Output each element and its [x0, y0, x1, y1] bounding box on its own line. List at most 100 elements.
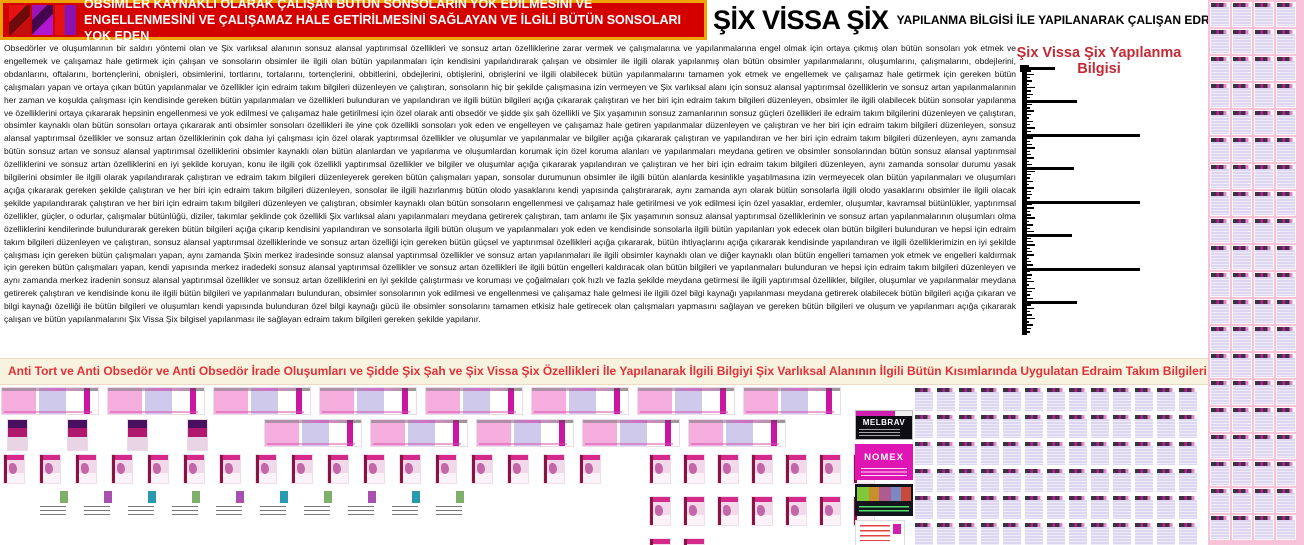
thumbnail[interactable] — [400, 455, 420, 483]
thumbnail[interactable] — [1233, 30, 1251, 53]
thumbnail[interactable] — [184, 455, 204, 483]
thumbnail[interactable] — [1179, 496, 1197, 519]
thumbnail[interactable] — [1233, 3, 1251, 26]
thumbnail[interactable] — [328, 455, 348, 483]
thumbnail[interactable] — [1277, 111, 1295, 134]
thumbnail[interactable] — [650, 539, 670, 545]
collage-card[interactable] — [855, 484, 913, 516]
thumbnail[interactable] — [1255, 165, 1273, 188]
thumbnail[interactable] — [981, 523, 999, 545]
thumbnail[interactable] — [2, 388, 98, 414]
thumbnail[interactable] — [650, 497, 670, 525]
thumbnail[interactable] — [1069, 442, 1087, 465]
thumbnail[interactable] — [981, 388, 999, 411]
thumbnail[interactable] — [1157, 415, 1175, 438]
thumbnail[interactable] — [1113, 388, 1131, 411]
thumbnail[interactable] — [292, 455, 312, 483]
thumbnail[interactable] — [1233, 165, 1251, 188]
thumbnail[interactable] — [1157, 442, 1175, 465]
thumbnail[interactable] — [214, 388, 310, 414]
nomex-card[interactable]: NOMEX — [855, 444, 913, 480]
thumbnail[interactable] — [426, 388, 522, 414]
thumbnail[interactable] — [689, 420, 785, 446]
thumbnail[interactable] — [1091, 496, 1109, 519]
thumbnail[interactable] — [1069, 469, 1087, 492]
thumbnail[interactable] — [1255, 516, 1273, 539]
thumbnail[interactable] — [1211, 327, 1229, 350]
thumbnail[interactable] — [1211, 489, 1229, 512]
thumbnail[interactable] — [371, 420, 467, 446]
thumbnail[interactable] — [68, 420, 87, 450]
thumbnail[interactable] — [1277, 3, 1295, 26]
thumbnail[interactable] — [1179, 388, 1197, 411]
thumbnail[interactable] — [477, 420, 573, 446]
thumbnail[interactable] — [1233, 489, 1251, 512]
thumbnail[interactable] — [1277, 327, 1295, 350]
thumbnail[interactable] — [1069, 523, 1087, 545]
thumbnail[interactable] — [1277, 300, 1295, 323]
thumbnail[interactable] — [915, 442, 933, 465]
thumbnail[interactable] — [1255, 57, 1273, 80]
thumbnail[interactable] — [752, 497, 772, 525]
thumbnail[interactable] — [188, 420, 207, 450]
thumbnail[interactable] — [1047, 388, 1065, 411]
thumbnail[interactable] — [1211, 300, 1229, 323]
thumbnail[interactable] — [1211, 408, 1229, 431]
thumbnail[interactable] — [1277, 219, 1295, 242]
thumbnail[interactable] — [915, 388, 933, 411]
thumbnail[interactable] — [1255, 381, 1273, 404]
thumbnail[interactable] — [684, 455, 704, 483]
thumbnail[interactable] — [1233, 138, 1251, 161]
thumbnail[interactable] — [128, 420, 147, 450]
thumbnail[interactable] — [1233, 57, 1251, 80]
thumbnail[interactable] — [1179, 442, 1197, 465]
thumbnail[interactable] — [256, 455, 276, 483]
thumbnail[interactable] — [1233, 408, 1251, 431]
thumbnail[interactable] — [544, 455, 564, 483]
thumbnail[interactable] — [320, 388, 416, 414]
thumbnail[interactable] — [1211, 3, 1229, 26]
thumbnail[interactable] — [959, 496, 977, 519]
thumbnail[interactable] — [1211, 462, 1229, 485]
thumbnail[interactable] — [1157, 469, 1175, 492]
thumbnail[interactable] — [1135, 415, 1153, 438]
thumbnail[interactable] — [937, 496, 955, 519]
thumbnail[interactable] — [1003, 496, 1021, 519]
thumbnail[interactable] — [1003, 388, 1021, 411]
thumbnail[interactable] — [959, 442, 977, 465]
thumbnail[interactable] — [220, 455, 240, 483]
thumbnail[interactable] — [1135, 442, 1153, 465]
thumbnail[interactable] — [1277, 165, 1295, 188]
thumbnail[interactable] — [1047, 442, 1065, 465]
thumbnail[interactable] — [981, 496, 999, 519]
thumbnail[interactable] — [1211, 516, 1229, 539]
thumbnail[interactable] — [216, 490, 246, 516]
thumbnail[interactable] — [1211, 111, 1229, 134]
thumbnail[interactable] — [1025, 388, 1043, 411]
thumbnail[interactable] — [1003, 469, 1021, 492]
thumbnail[interactable] — [1255, 246, 1273, 269]
thumbnail[interactable] — [1025, 523, 1043, 545]
thumbnail[interactable] — [981, 469, 999, 492]
thumbnail[interactable] — [1233, 462, 1251, 485]
thumbnail[interactable] — [1277, 30, 1295, 53]
thumbnail[interactable] — [786, 497, 806, 525]
thumbnail[interactable] — [937, 415, 955, 438]
thumbnail[interactable] — [1069, 415, 1087, 438]
thumbnail[interactable] — [1113, 415, 1131, 438]
thumbnail[interactable] — [128, 490, 158, 516]
melbrav-card[interactable]: MELBRAV — [855, 410, 913, 440]
thumbnail[interactable] — [1113, 442, 1131, 465]
small-white-card[interactable] — [855, 520, 905, 545]
thumbnail[interactable] — [937, 442, 955, 465]
thumbnail[interactable] — [40, 490, 70, 516]
thumbnail[interactable] — [1091, 442, 1109, 465]
thumbnail[interactable] — [744, 388, 840, 414]
thumbnail[interactable] — [1255, 408, 1273, 431]
thumbnail[interactable] — [8, 420, 27, 450]
thumbnail[interactable] — [915, 469, 933, 492]
thumbnail[interactable] — [1211, 192, 1229, 215]
thumbnail[interactable] — [112, 455, 132, 483]
thumbnail[interactable] — [1233, 246, 1251, 269]
thumbnail[interactable] — [1113, 469, 1131, 492]
